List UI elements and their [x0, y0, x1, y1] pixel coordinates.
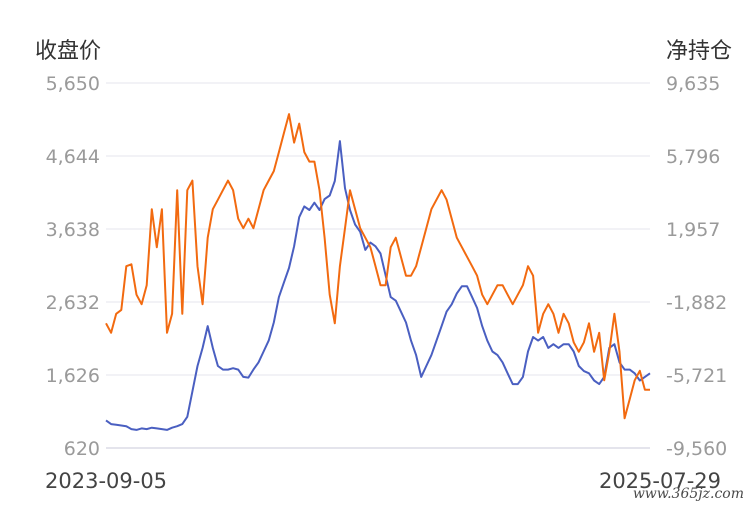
right-tick-label: -9,560: [666, 438, 727, 460]
close-price-line: [105, 140, 651, 431]
x-end-label: 2025-07-29: [599, 469, 721, 493]
net-position-line: [105, 113, 650, 420]
left-tick-label: 1,626: [46, 365, 100, 387]
x-start-label: 2023-09-05: [45, 469, 167, 493]
right-axis-title: 净持仓: [665, 39, 732, 64]
left-tick-label: 5,650: [46, 73, 100, 95]
left-tick-label: 3,638: [46, 219, 100, 241]
right-tick-label: 9,635: [666, 73, 720, 95]
right-tick-label: -1,882: [666, 292, 727, 314]
left-tick-label: 620: [64, 438, 100, 460]
watermark-logo: www.365jz.com: [632, 486, 744, 502]
right-tick-label: -5,721: [666, 365, 727, 387]
right-tick-label: 1,957: [666, 219, 720, 241]
left-tick-label: 4,644: [46, 146, 100, 168]
left-tick-label: 2,632: [46, 292, 100, 314]
right-tick-label: 5,796: [666, 146, 720, 168]
left-axis-title: 收盘价: [35, 39, 102, 64]
